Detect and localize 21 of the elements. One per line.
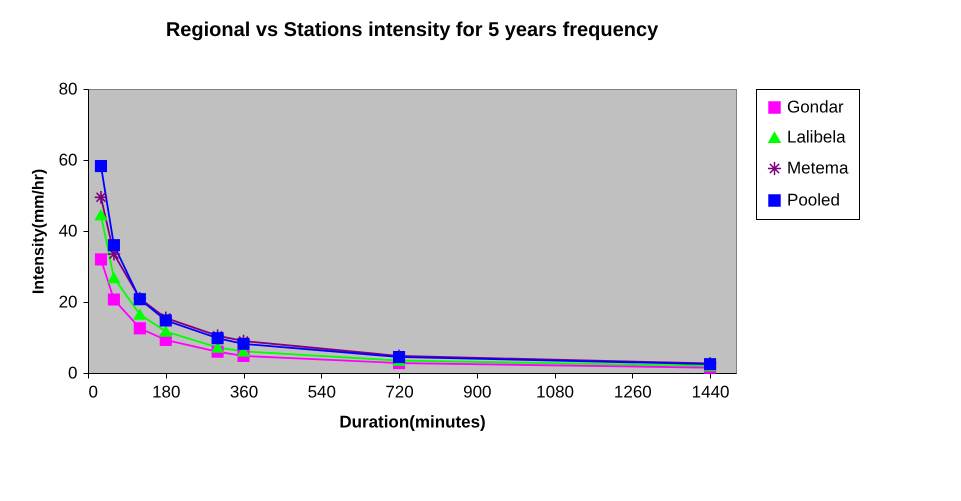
y-tick-label: 40: [58, 222, 78, 240]
chart-title: Regional vs Stations intensity for 5 years frequency: [166, 19, 660, 41]
x-tick-label: 360: [230, 382, 258, 402]
y-tick-label: 0: [68, 364, 78, 382]
x-tick-label: 540: [308, 382, 336, 402]
x-tick-label: 180: [152, 382, 180, 402]
y-tick-label: 20: [58, 292, 78, 312]
x-tick-label: 1440: [692, 382, 730, 402]
x-tick-label: 0: [88, 382, 98, 402]
x-tick-label: 900: [463, 382, 492, 402]
legend-label: Metema: [787, 158, 849, 178]
legend-label: Gondar: [787, 98, 844, 116]
y-axis-title: Intensity(mm/hr): [30, 168, 48, 294]
y-tick-label: 80: [58, 80, 78, 98]
x-tick-label: 720: [385, 382, 414, 402]
x-axis-title: Duration(minutes): [339, 412, 486, 432]
x-tick-label: 1080: [536, 382, 574, 402]
x-tick-label: 1260: [614, 382, 652, 402]
y-tick-label: 60: [58, 150, 78, 170]
legend-label: Lalibela: [787, 128, 846, 146]
legend-label: Pooled: [787, 190, 840, 210]
